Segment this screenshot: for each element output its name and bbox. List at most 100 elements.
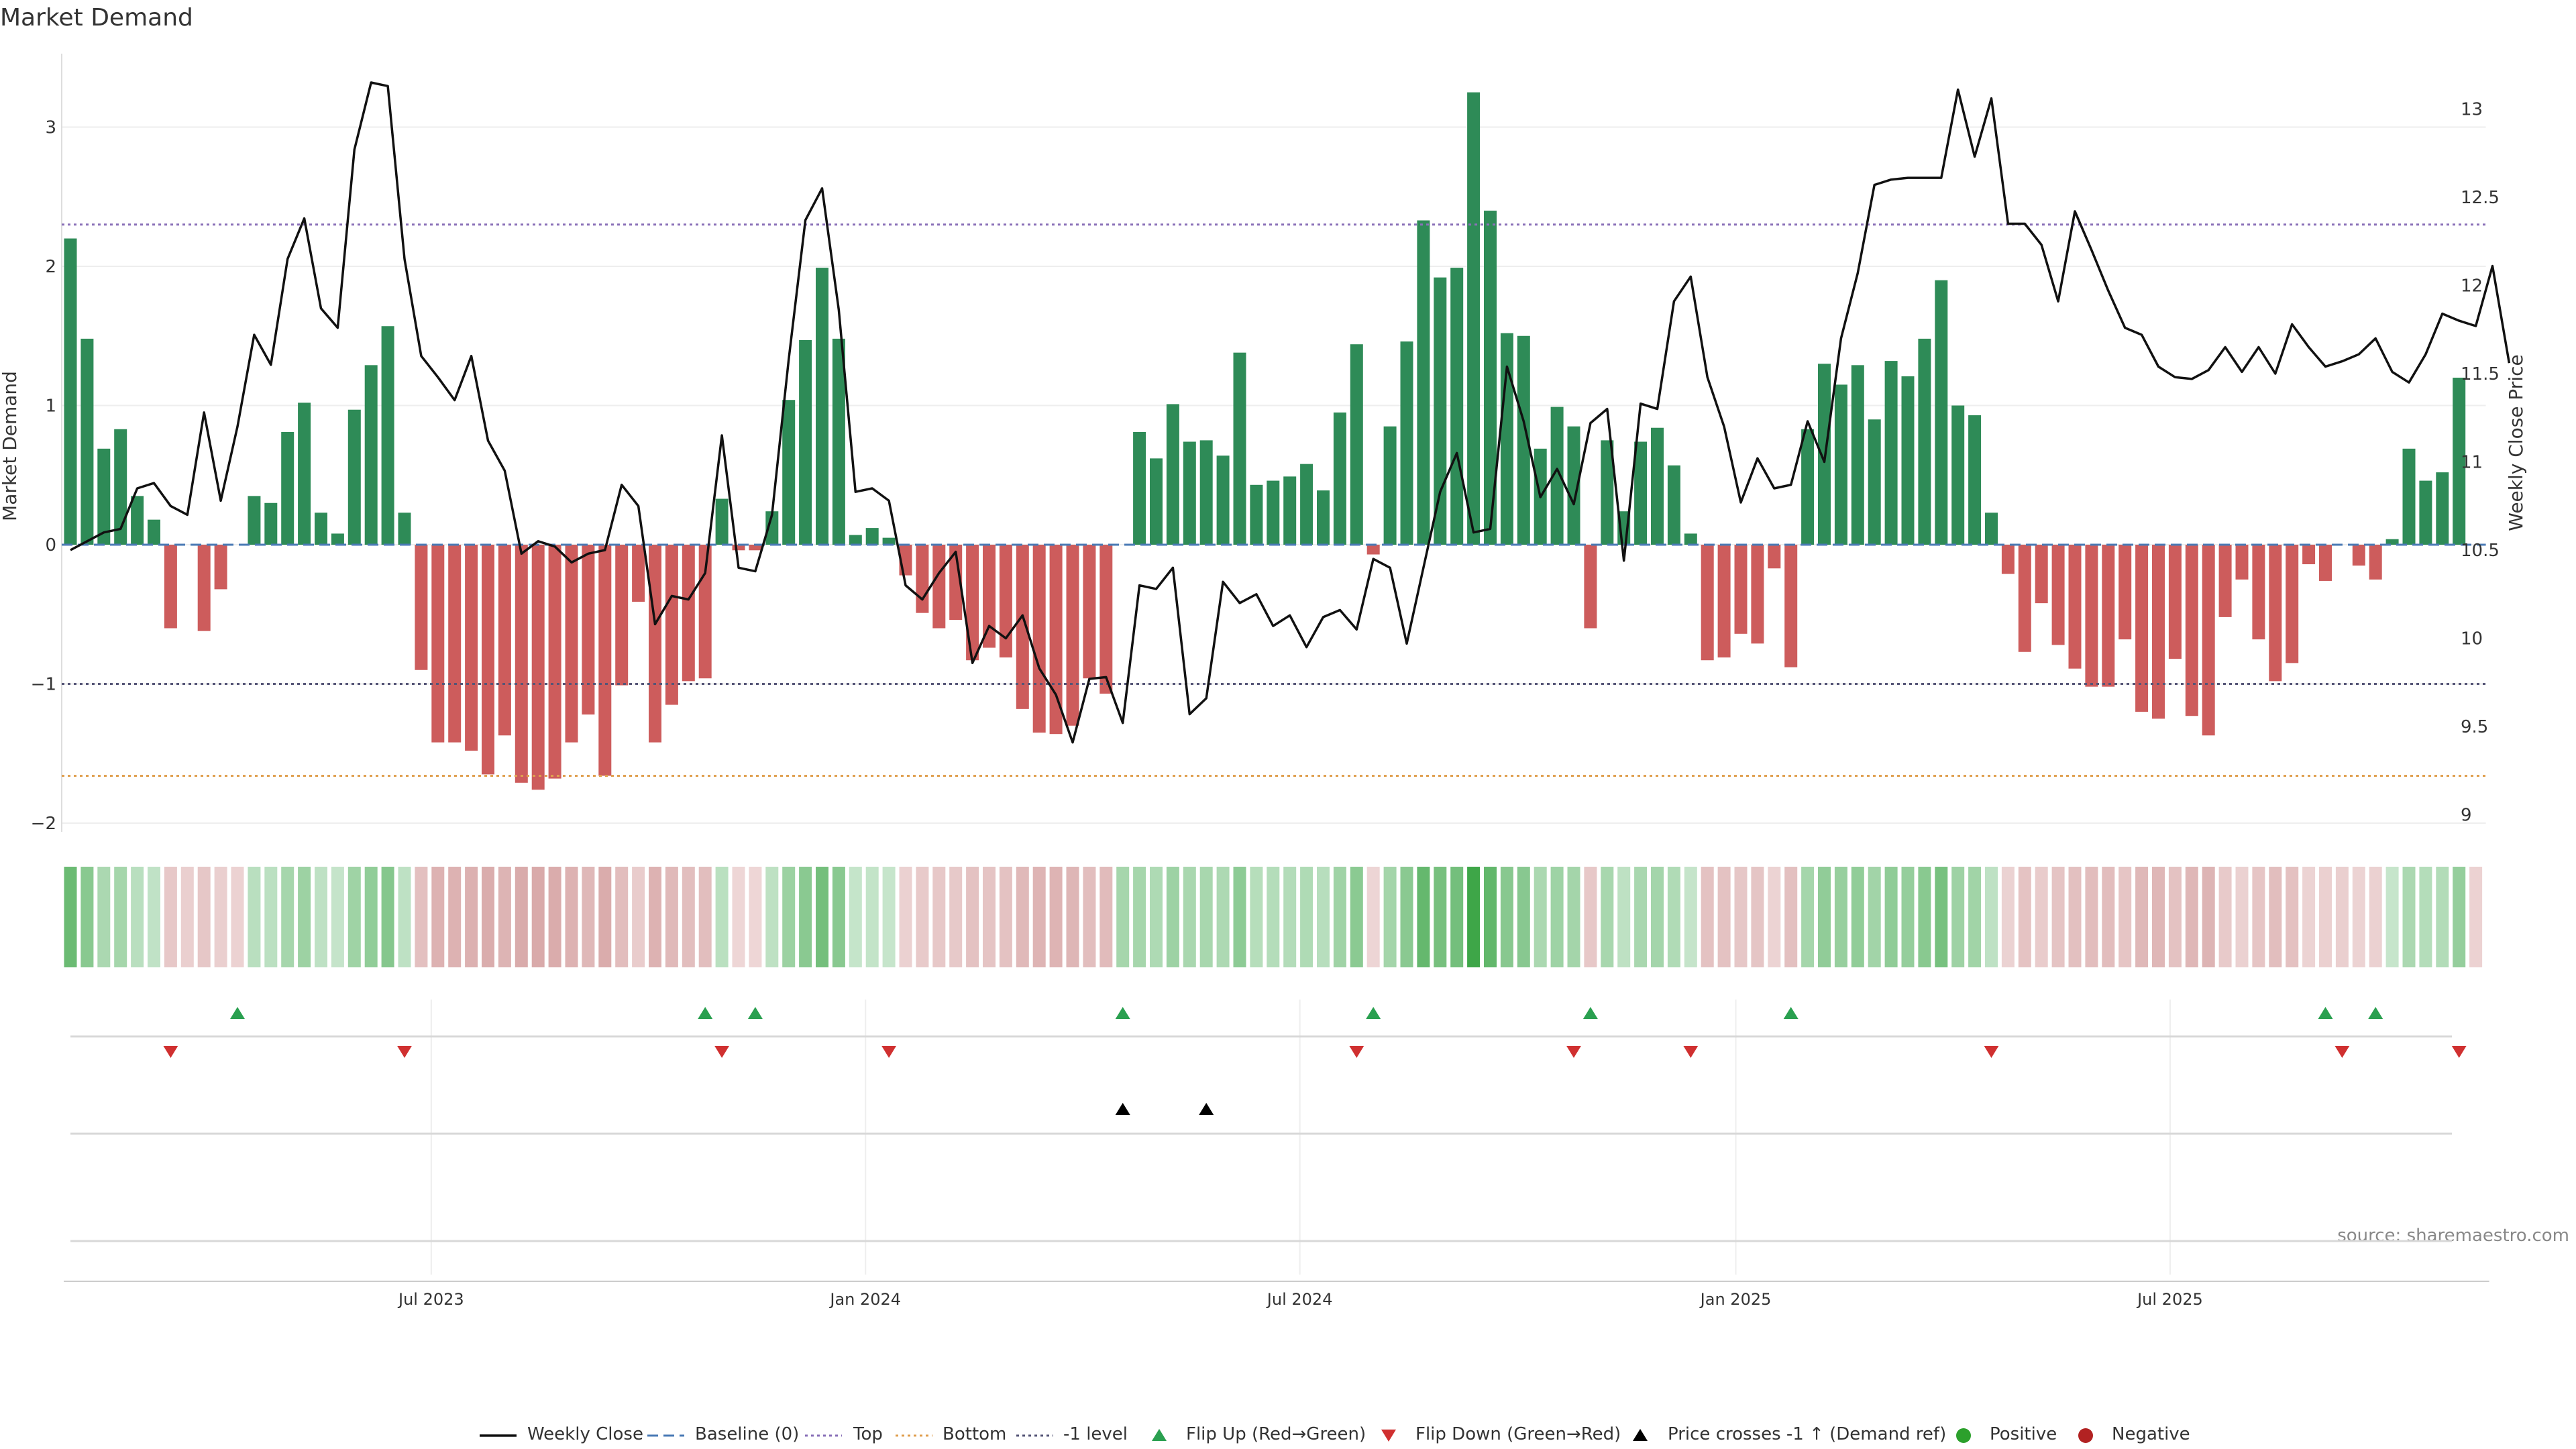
- heat-cell: [114, 867, 127, 967]
- demand-bar: [1383, 426, 1397, 545]
- heat-cell: [732, 867, 745, 967]
- heat-cell: [1684, 867, 1697, 967]
- demand-bar: [97, 448, 111, 545]
- heat-cell: [1049, 867, 1063, 967]
- heat-cell: [398, 867, 411, 967]
- demand-bar: [1183, 441, 1196, 545]
- heat-cell: [849, 867, 862, 967]
- heat-cell: [1534, 867, 1547, 967]
- heat-cell: [2352, 867, 2365, 967]
- heat-cell: [415, 867, 428, 967]
- heat-cell: [1366, 867, 1380, 967]
- heat-cell: [882, 867, 896, 967]
- heat-cell: [264, 867, 278, 967]
- heat-cell: [832, 867, 845, 967]
- demand-bar: [214, 545, 227, 590]
- heat-cell: [281, 867, 294, 967]
- heat-cell: [1116, 867, 1130, 967]
- legend-key-price-cross: [1633, 1429, 1648, 1441]
- heat-cell: [1968, 867, 1982, 967]
- flip-down-marker: [881, 1046, 897, 1058]
- heat-cell: [916, 867, 929, 967]
- heat-cell: [2469, 867, 2483, 967]
- demand-bar: [331, 533, 344, 545]
- demand-bar: [1701, 545, 1714, 661]
- axes: [61, 54, 2489, 1282]
- heat-cell: [1918, 867, 1931, 967]
- demand-bar: [1500, 333, 1513, 545]
- demand-bar: [2068, 545, 2082, 669]
- y2-tick-label: 9: [2461, 806, 2472, 826]
- heat-cell: [231, 867, 244, 967]
- demand-bar: [1584, 545, 1597, 629]
- heat-cell: [2319, 867, 2332, 967]
- heat-cell: [80, 867, 94, 967]
- demand-bar: [80, 338, 94, 545]
- demand-bar: [148, 519, 160, 545]
- heat-cell: [97, 867, 111, 967]
- heat-cell: [865, 867, 879, 967]
- heat-cell: [1567, 867, 1580, 967]
- demand-bar: [164, 545, 177, 629]
- demand-bar: [1667, 465, 1680, 545]
- demand-bar: [1634, 441, 1648, 545]
- heat-cell: [1066, 867, 1079, 967]
- heat-cell: [498, 867, 511, 967]
- demand-bar: [949, 545, 963, 621]
- heat-cell: [1935, 867, 1948, 967]
- demand-bar: [1317, 490, 1330, 545]
- demand-bar: [832, 338, 845, 545]
- demand-bar: [431, 545, 445, 743]
- demand-bar: [1567, 426, 1580, 545]
- demand-bar: [816, 268, 828, 545]
- x-gridlines: [430, 1000, 2171, 1275]
- demand-bar: [632, 545, 645, 602]
- demand-bar: [849, 535, 862, 545]
- heat-cell: [214, 867, 227, 967]
- demand-bar: [2102, 545, 2115, 687]
- flip-up-marker: [1115, 1007, 1130, 1019]
- heat-cell: [715, 867, 729, 967]
- y-tick-label: −1: [31, 675, 56, 695]
- demand-bar: [565, 545, 578, 743]
- heat-cell: [1818, 867, 1831, 967]
- y2-tick-label: 11: [2461, 453, 2483, 473]
- y-tick-label: 3: [45, 118, 56, 138]
- heat-cell: [448, 867, 462, 967]
- demand-bar: [1150, 458, 1163, 545]
- heat-cell: [665, 867, 678, 967]
- demand-bar: [665, 545, 678, 705]
- demand-bar: [1801, 429, 1815, 545]
- heat-cell: [983, 867, 996, 967]
- heat-cell: [1467, 867, 1481, 967]
- demand-bar: [1484, 211, 1497, 545]
- heat-cell: [2252, 867, 2265, 967]
- flip-up-marker: [747, 1007, 763, 1019]
- demand-bar: [2135, 545, 2149, 712]
- demand-bar: [1868, 419, 1881, 545]
- heat-cell: [1417, 867, 1430, 967]
- demand-bar: [2035, 545, 2048, 604]
- y2-tick-label: 11.5: [2461, 364, 2500, 384]
- demand-bar: [2402, 448, 2416, 545]
- y-axis-label: Market Demand: [0, 371, 21, 521]
- demand-bar: [649, 545, 661, 743]
- heat-cell: [1768, 867, 1781, 967]
- heat-cell: [1484, 867, 1497, 967]
- x-tick-label: Jul 2024: [1266, 1290, 1333, 1309]
- demand-bar: [1133, 431, 1146, 545]
- demand-bar: [1450, 268, 1464, 545]
- heat-cell: [1784, 867, 1798, 967]
- demand-bar: [1032, 545, 1046, 733]
- heat-cell: [482, 867, 494, 967]
- heat-cell: [1216, 867, 1230, 967]
- heat-cell: [548, 867, 561, 967]
- heat-cell: [782, 867, 796, 967]
- demand-bar: [548, 545, 561, 779]
- demand-bar: [114, 429, 127, 545]
- heat-cell: [1166, 867, 1179, 967]
- heat-cell: [465, 867, 478, 967]
- y-tick-label: 0: [45, 535, 56, 555]
- heat-cell: [2185, 867, 2198, 967]
- heat-cell: [2135, 867, 2149, 967]
